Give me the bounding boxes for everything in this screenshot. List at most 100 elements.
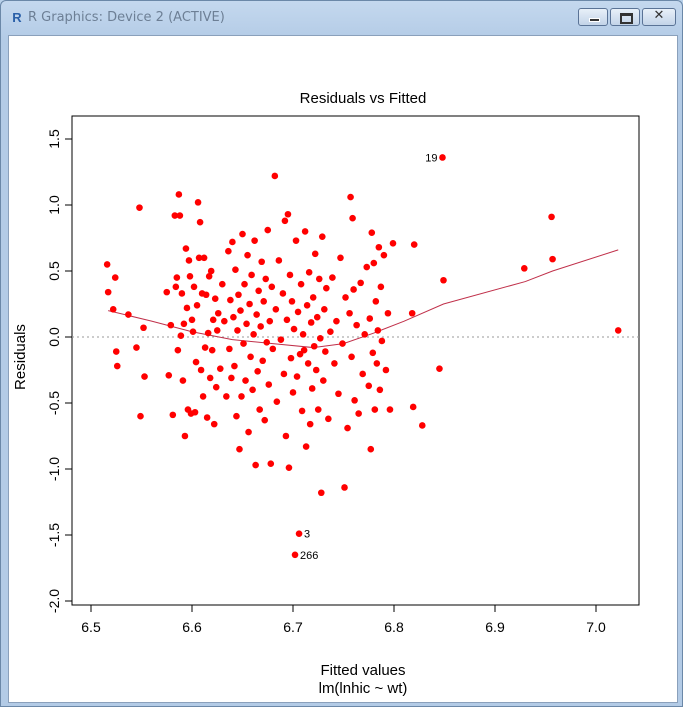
x-tick-label: 6.5 xyxy=(81,619,101,635)
data-point xyxy=(141,373,148,380)
data-point xyxy=(377,283,385,291)
data-point xyxy=(290,325,298,333)
data-point xyxy=(329,274,336,281)
data-point xyxy=(207,267,215,275)
data-point xyxy=(193,302,201,309)
data-point xyxy=(237,307,244,314)
data-point xyxy=(229,238,236,246)
data-point xyxy=(255,287,262,295)
data-point xyxy=(202,291,210,299)
data-point xyxy=(111,274,119,281)
data-point xyxy=(349,214,356,222)
data-point xyxy=(226,345,233,353)
data-point xyxy=(104,288,112,296)
data-point xyxy=(257,323,264,330)
data-point xyxy=(333,317,340,325)
data-point xyxy=(249,386,256,394)
data-point xyxy=(418,422,426,429)
data-point xyxy=(282,432,290,440)
data-point xyxy=(331,360,338,367)
data-point xyxy=(253,311,260,318)
data-point xyxy=(175,191,183,198)
data-point xyxy=(203,414,211,421)
data-point xyxy=(113,362,121,370)
data-point xyxy=(318,233,326,240)
data-point xyxy=(179,377,187,384)
data-point xyxy=(232,266,239,273)
close-button[interactable]: ✕ xyxy=(642,8,676,26)
data-point xyxy=(268,283,276,291)
data-point xyxy=(342,294,349,301)
data-point xyxy=(197,366,205,374)
data-point xyxy=(357,279,364,287)
data-point xyxy=(209,316,217,324)
data-point xyxy=(250,331,257,338)
data-point xyxy=(378,337,386,345)
data-point xyxy=(265,381,273,388)
data-point xyxy=(212,383,220,391)
data-point xyxy=(355,410,362,417)
data-point xyxy=(350,286,357,293)
data-point xyxy=(305,269,313,276)
data-point xyxy=(173,274,181,281)
data-point xyxy=(186,272,194,280)
x-axis-label: Fitted values xyxy=(320,662,405,679)
data-point xyxy=(293,373,301,380)
data-point xyxy=(219,280,226,288)
data-point xyxy=(292,237,300,244)
data-point xyxy=(347,193,354,201)
data-point xyxy=(288,298,296,305)
data-point xyxy=(261,416,269,424)
title-bar[interactable]: R R Graphics: Device 2 (ACTIVE) ✕ xyxy=(1,1,682,35)
data-point xyxy=(239,230,246,238)
data-point xyxy=(275,257,283,264)
r-logo-icon: R xyxy=(12,10,22,25)
data-point xyxy=(321,305,328,313)
data-point xyxy=(236,445,243,453)
data-point xyxy=(103,261,111,268)
residuals-vs-fitted-plot: Residuals vs Fitted Fitted values lm(lnh… xyxy=(12,90,640,697)
data-point xyxy=(361,331,369,338)
data-point xyxy=(409,403,417,411)
data-point xyxy=(269,345,277,353)
close-icon: ✕ xyxy=(653,8,665,23)
data-point xyxy=(303,302,311,309)
data-point xyxy=(307,319,315,326)
data-point xyxy=(174,346,182,354)
data-point xyxy=(294,308,302,316)
data-point xyxy=(277,336,285,343)
data-point xyxy=(323,284,330,292)
data-point xyxy=(273,398,281,405)
data-point xyxy=(380,251,388,259)
data-point xyxy=(312,366,320,374)
data-point xyxy=(289,389,297,396)
data-point xyxy=(225,247,232,255)
data-point xyxy=(353,321,360,329)
data-point xyxy=(201,344,209,351)
data-point xyxy=(370,259,378,267)
data-point xyxy=(304,360,312,367)
data-point xyxy=(301,228,309,235)
data-point xyxy=(183,304,191,312)
data-point xyxy=(369,349,377,357)
data-point xyxy=(299,331,307,338)
data-point xyxy=(136,204,143,211)
y-tick-label: 1.5 xyxy=(46,129,62,149)
data-point xyxy=(371,406,379,413)
data-point xyxy=(205,272,213,280)
data-point xyxy=(125,311,132,318)
data-point xyxy=(242,377,249,384)
data-point xyxy=(386,406,394,413)
data-point xyxy=(341,484,348,491)
data-point xyxy=(297,280,305,288)
data-point xyxy=(279,290,287,297)
data-point xyxy=(177,332,185,339)
data-point xyxy=(295,530,303,537)
data-point xyxy=(339,340,346,347)
minimize-button[interactable] xyxy=(578,8,608,26)
data-point xyxy=(221,317,228,325)
data-point xyxy=(163,288,171,296)
data-point xyxy=(172,283,180,291)
maximize-button[interactable] xyxy=(610,8,640,26)
